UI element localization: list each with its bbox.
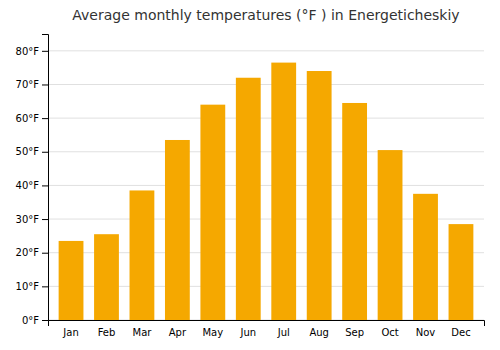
grid-line	[48, 151, 484, 152]
x-tick: Jan	[62, 327, 78, 338]
x-tick: Oct	[381, 327, 398, 338]
y-axis: 0°F 10°F 20°F 30°F 40°F 50°F 60°F 70°F 80°F	[16, 35, 49, 326]
y-tick-mark	[42, 253, 48, 254]
y-tick: 70°F	[16, 79, 48, 90]
y-tick-mark	[42, 320, 48, 321]
x-tick: Apr	[169, 327, 187, 338]
x-tick-label: Jun	[239, 327, 256, 338]
bar	[165, 140, 190, 320]
x-tick: Mar	[132, 327, 152, 338]
y-tick: 60°F	[16, 113, 48, 124]
x-tick-label: Nov	[416, 327, 436, 338]
bar	[413, 194, 438, 320]
y-tick: 20°F	[16, 247, 48, 258]
y-tick-label: 50°F	[16, 146, 40, 157]
bar	[307, 71, 332, 320]
y-tick-mark	[42, 84, 48, 85]
bars	[59, 63, 474, 320]
x-tick-label: Apr	[169, 327, 187, 338]
grid-line	[48, 84, 484, 85]
x-tick: Dec	[451, 327, 470, 338]
x-tick-label: Oct	[381, 327, 398, 338]
bar	[200, 105, 225, 320]
x-tick-label: Dec	[451, 327, 470, 338]
y-tick: 30°F	[16, 214, 48, 225]
x-tick: Jul	[277, 327, 290, 338]
x-tick-label: May	[202, 327, 223, 338]
grid-line	[48, 118, 484, 119]
bar	[378, 150, 403, 320]
y-tick-label: 60°F	[16, 113, 40, 124]
bar	[94, 234, 119, 320]
grid-line	[48, 50, 484, 51]
x-tick-label: Aug	[309, 327, 329, 338]
y-axis-line	[42, 35, 49, 321]
y-tick: 0°F	[22, 315, 48, 326]
y-tick: 40°F	[16, 180, 48, 191]
x-tick: Sep	[345, 327, 364, 338]
y-tick-mark	[42, 185, 48, 186]
y-tick: 10°F	[16, 281, 48, 292]
x-tick-label: Feb	[98, 327, 116, 338]
x-axis: Jan Feb Mar Apr May Jun Jul Aug Sep Oct Nov Dec	[49, 321, 485, 339]
chart-container: 0°F 10°F 20°F 30°F 40°F 50°F 60°F 70°F 80°F Jan Fe…	[0, 0, 500, 350]
y-tick-label: 30°F	[16, 214, 40, 225]
bar	[271, 63, 296, 320]
bar	[59, 241, 84, 320]
bar	[236, 78, 261, 320]
y-tick-label: 0°F	[22, 315, 39, 326]
grid-line	[48, 185, 484, 186]
plot: 0°F 10°F 20°F 30°F 40°F 50°F 60°F 70°F 80°F Jan Fe…	[16, 35, 485, 339]
x-tick-label: Mar	[132, 327, 152, 338]
x-tick-label: Jul	[277, 327, 290, 338]
y-tick-mark	[42, 152, 48, 153]
x-axis-line	[49, 321, 485, 327]
y-tick-label: 40°F	[16, 180, 40, 191]
x-tick: Feb	[98, 327, 116, 338]
y-tick-label: 70°F	[16, 79, 40, 90]
y-tick-label: 80°F	[16, 46, 40, 57]
x-tick-label: Jan	[62, 327, 78, 338]
x-tick: Aug	[309, 327, 329, 338]
y-tick-label: 20°F	[16, 247, 40, 258]
bar	[449, 224, 474, 320]
y-tick-label: 10°F	[16, 281, 40, 292]
chart-svg: 0°F 10°F 20°F 30°F 40°F 50°F 60°F 70°F 80°F Jan Fe…	[0, 0, 500, 350]
y-tick: 80°F	[16, 46, 48, 57]
x-tick: May	[202, 327, 223, 338]
title: Average monthly temperatures (°F ) in En…	[72, 7, 459, 23]
x-tick: Nov	[416, 327, 436, 338]
y-tick: 50°F	[16, 146, 48, 157]
x-tick: Jun	[239, 327, 256, 338]
y-tick-mark	[42, 118, 48, 119]
y-tick-mark	[42, 51, 48, 52]
bar	[342, 103, 367, 320]
y-tick-mark	[42, 286, 48, 287]
bar	[130, 190, 155, 320]
y-tick-mark	[42, 219, 48, 220]
x-tick-label: Sep	[345, 327, 364, 338]
grid	[48, 51, 484, 320]
